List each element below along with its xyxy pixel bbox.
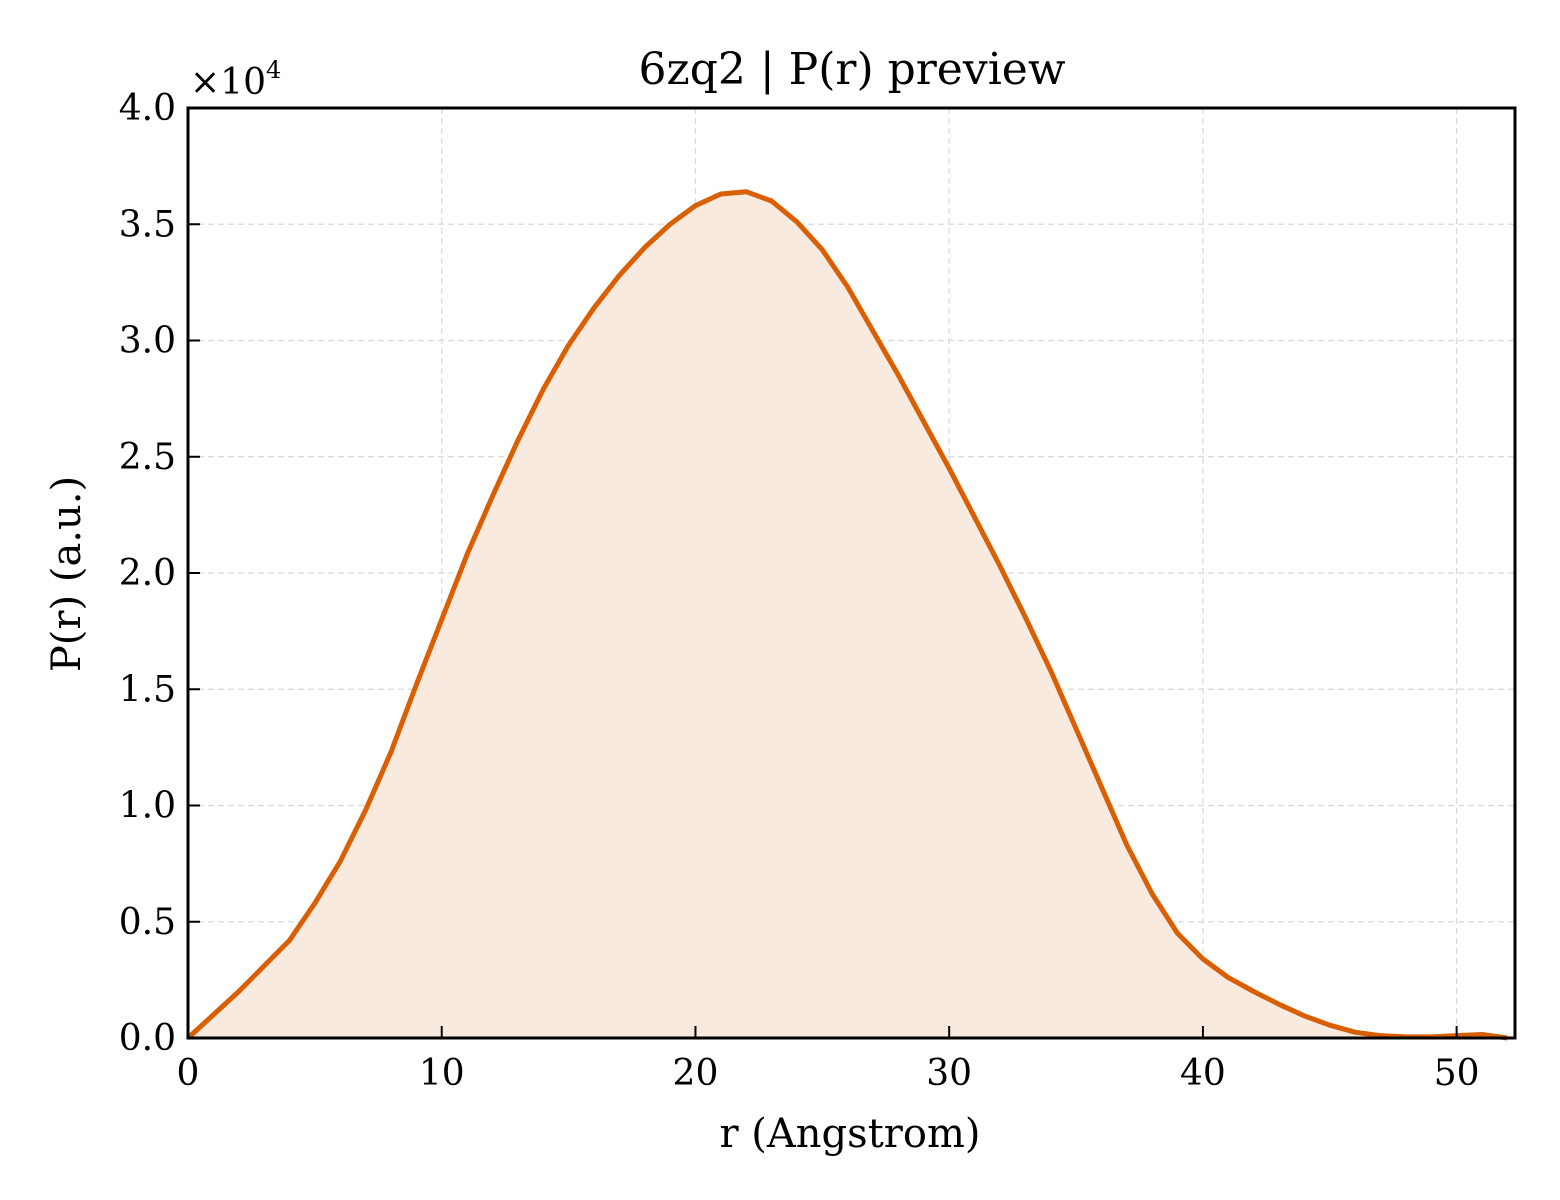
y-tick-label: 1.0 [119,786,176,827]
y-tick-label: 3.0 [119,321,176,362]
y-tick-label: 2.5 [119,437,176,478]
x-tick-label: 40 [1180,1053,1226,1094]
y-axis-label: P(r) (a.u.) [44,476,90,672]
y-tick-label: 0.5 [119,902,176,943]
y-multiplier-base: ×10 [190,62,266,103]
chart-title: 6zq2 | P(r) preview [639,44,1066,95]
x-tick-label: 10 [419,1053,465,1094]
series-line [186,189,1508,1041]
y-tick-label: 2.0 [119,553,176,594]
x-axis-label: r (Angstrom) [719,1111,980,1157]
y-multiplier: ×104 [190,56,281,103]
y-tick-label: 4.0 [119,88,176,129]
y-tick-label: 1.5 [119,669,176,710]
x-tick-label: 20 [673,1053,719,1094]
plot-frame [186,106,1517,1040]
y-tick-label: 3.5 [119,204,176,245]
y-tick-labels: 0.0 0.5 1.0 1.5 2.0 2.5 3.0 3.5 4.0 [119,88,176,1059]
area-fill [188,191,1508,1038]
x-tick-labels: 0 10 20 30 40 50 [177,1053,1480,1094]
y-tick-label: 0.0 [119,1018,176,1059]
y-multiplier-exponent: 4 [266,56,281,84]
x-tick-label: 30 [926,1053,972,1094]
x-tick-label: 0 [177,1053,200,1094]
x-tick-label: 50 [1434,1053,1480,1094]
